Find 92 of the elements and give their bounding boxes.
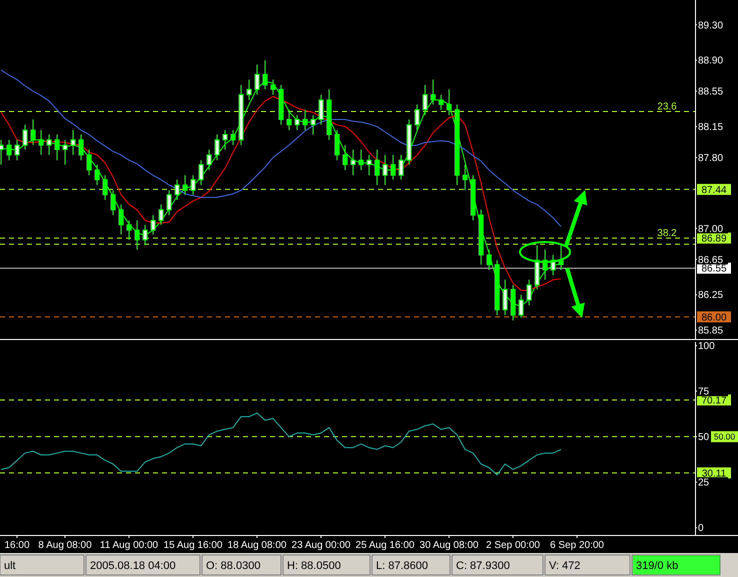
- ref-line-label: 86.00: [701, 312, 727, 324]
- ref-line-label: 30.11: [702, 468, 727, 480]
- y-tick-label: 25: [698, 478, 710, 489]
- line-series: [0, 412, 562, 476]
- candlestick: [358, 149, 364, 170]
- candlestick: [486, 249, 492, 270]
- x-tick-label: 23 Aug 00:00: [292, 540, 351, 551]
- x-tick-label: 25 Aug 16:00: [356, 540, 415, 551]
- candlestick: [446, 88, 452, 116]
- x-tick-label: 30 Aug 08:00: [420, 540, 479, 551]
- annotation: 23.6: [657, 102, 678, 113]
- candlestick: [46, 134, 52, 156]
- candlestick: [382, 154, 388, 186]
- candlestick: [342, 144, 348, 170]
- candlestick: [230, 130, 236, 146]
- candlestick: [38, 130, 44, 156]
- y-tick-label: 75: [698, 386, 710, 398]
- text: 319/0 kb: [636, 560, 678, 572]
- candlestick: [182, 174, 188, 196]
- x-tick-label: 11 Aug 00:00: [100, 540, 159, 551]
- ref-line-label: 50.00: [714, 432, 736, 442]
- candlestick: [366, 154, 372, 176]
- x-tick-label: 2 Sep 00:00: [486, 540, 540, 551]
- y-tick-label: 86.25: [698, 290, 724, 302]
- y-tick-label: 89.30: [698, 20, 724, 32]
- candlestick: [158, 204, 164, 226]
- candlestick: [198, 160, 204, 186]
- candlestick: [126, 220, 132, 240]
- y-tick-label: 85.85: [698, 326, 724, 337]
- y-tick-label: 88.15: [698, 122, 724, 134]
- candlestick: [390, 154, 396, 180]
- candlestick: [150, 214, 156, 236]
- y-tick-label: 0: [698, 523, 704, 534]
- candlestick: [222, 130, 228, 150]
- candlestick: [86, 149, 92, 176]
- candlestick: [374, 149, 380, 186]
- candlestick: [78, 134, 84, 161]
- candlestick: [110, 190, 116, 216]
- candlestick: [102, 174, 108, 201]
- text: V: 472: [549, 560, 580, 572]
- candlestick: [414, 104, 420, 131]
- text: C: 87.9300: [456, 560, 510, 572]
- y-tick-label: 87.00: [698, 224, 724, 235]
- candlestick: [302, 109, 308, 131]
- y-tick-label: 87.80: [698, 153, 724, 164]
- candlestick: [142, 224, 148, 246]
- candlestick: [438, 94, 444, 110]
- candlestick: [422, 84, 428, 116]
- candlestick: [334, 130, 340, 161]
- candlestick: [286, 109, 292, 131]
- ref-line-label: 87.44: [701, 184, 727, 196]
- candlestick: [190, 174, 196, 196]
- x-tick-label: 18 Aug 08:00: [228, 540, 287, 551]
- text: H: 88.0500: [287, 560, 341, 572]
- candlestick: [62, 139, 68, 166]
- x-tick-label: 15 Aug 16:00: [164, 540, 223, 551]
- x-tick-label: 8 Aug 08:00: [38, 540, 92, 551]
- y-tick-label: 100: [698, 341, 716, 352]
- text: O: 88.0300: [206, 560, 260, 572]
- y-tick-label: 86.65: [698, 254, 724, 266]
- candlestick: [30, 118, 36, 146]
- y-tick-label: 88.55: [698, 86, 724, 98]
- candlestick: [54, 134, 60, 161]
- candlestick: [214, 134, 220, 161]
- candlestick: [22, 124, 28, 150]
- candlestick: [134, 220, 140, 250]
- candlestick: [318, 94, 324, 126]
- x-tick-label: 6 Sep 20:00: [550, 540, 604, 551]
- candlestick: [398, 154, 404, 180]
- candlestick: [174, 179, 180, 201]
- candlestick: [294, 114, 300, 131]
- ref-line-label: 86.89: [701, 234, 727, 245]
- candlestick: [94, 164, 100, 186]
- annotation: 38.2: [657, 228, 678, 240]
- candlestick: [118, 204, 124, 236]
- ref-line-label: 70.17: [701, 395, 727, 406]
- candlestick: [14, 139, 20, 161]
- x-tick-label: 16:00: [4, 540, 30, 551]
- candlestick: [70, 130, 76, 156]
- candlestick: [166, 190, 172, 216]
- text: ult: [4, 560, 16, 572]
- y-tick-label: 50: [698, 432, 710, 444]
- text: L: 87.8600: [376, 560, 428, 572]
- candlestick: [206, 149, 212, 170]
- candlestick: [350, 149, 356, 176]
- text: 2005.08.18 04:00: [90, 560, 176, 572]
- ref-line-label: 86.55: [701, 264, 727, 275]
- candlestick: [310, 114, 316, 136]
- candlestick: [6, 139, 12, 161]
- y-tick-label: 88.90: [698, 56, 724, 67]
- line-series: [0, 69, 562, 228]
- candlestick: [462, 164, 468, 191]
